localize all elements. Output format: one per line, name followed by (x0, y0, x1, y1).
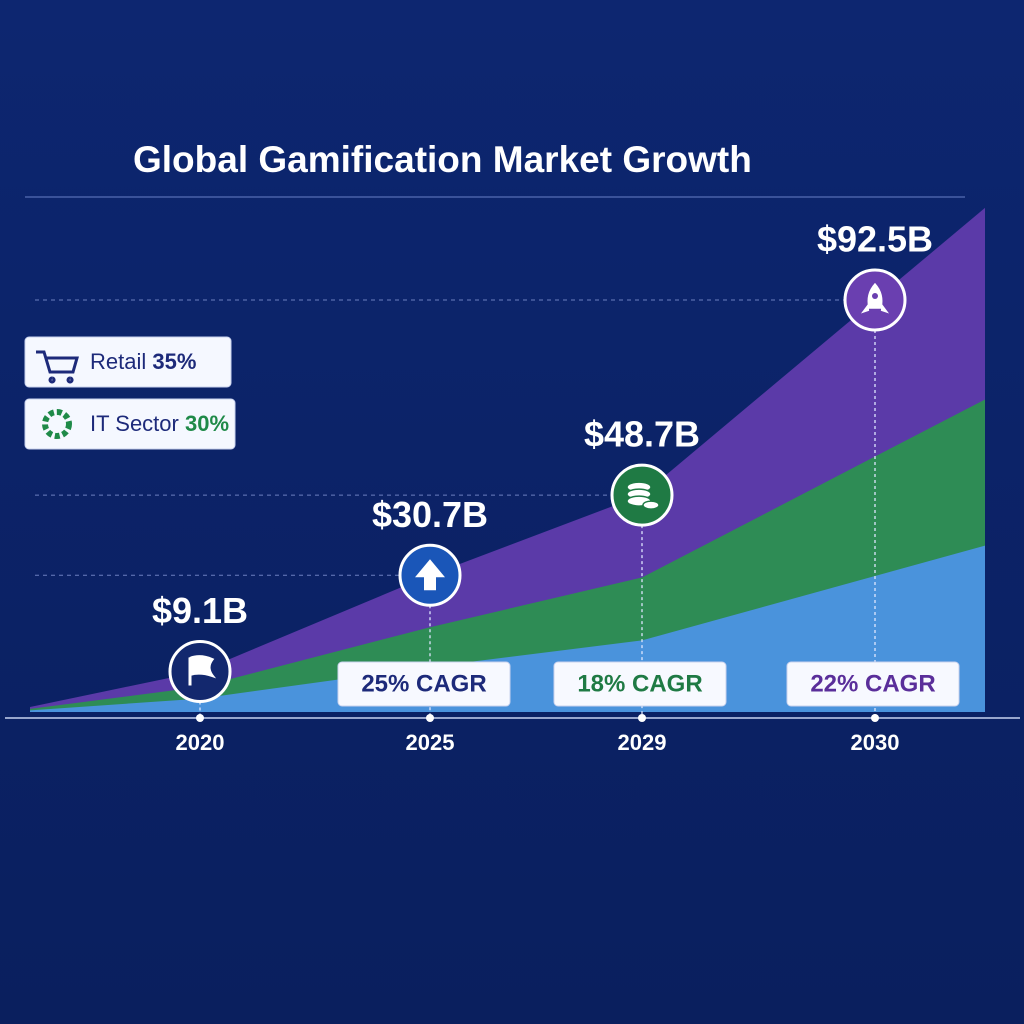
gear-icon (42, 409, 72, 439)
axis-dot (426, 714, 434, 722)
cagr-label: 22% CAGR (810, 670, 935, 697)
sector-label: IT Sector 30% (90, 411, 229, 436)
flag-icon (188, 655, 217, 686)
value-label: $9.1B (152, 590, 248, 631)
x-tick-label: 2025 (406, 730, 455, 755)
marker-icon (860, 282, 890, 314)
axis-dot (196, 714, 204, 722)
sector-name: Retail (90, 349, 146, 374)
coin-icon (642, 500, 660, 510)
sector-label: Retail 35% (90, 349, 196, 374)
cagr-badge (786, 661, 960, 707)
sector-badge (24, 336, 232, 388)
cart-icon (36, 350, 79, 384)
value-label: $92.5B (817, 219, 933, 260)
marker-icon (188, 655, 217, 686)
x-tick-label: 2030 (851, 730, 900, 755)
x-tick-label: 2020 (176, 730, 225, 755)
marker-icon (415, 559, 445, 591)
arrow-icon (415, 559, 445, 591)
sector-name: IT Sector (90, 411, 179, 436)
cagr-badge (553, 661, 727, 707)
marker-icon (626, 481, 660, 510)
rocket-window (872, 293, 878, 299)
sector-share: 35% (152, 349, 196, 374)
area-band (30, 545, 985, 712)
sector-share: 30% (185, 411, 229, 436)
x-tick-label: 2029 (618, 730, 667, 755)
value-label: $48.7B (584, 414, 700, 455)
cagr-label: 25% CAGR (361, 670, 486, 697)
cagr-badge (337, 661, 511, 707)
axis-dot (638, 714, 646, 722)
axis-dot (871, 714, 879, 722)
value-label: $30.7B (372, 494, 488, 535)
cagr-label: 18% CAGR (577, 670, 702, 697)
chart-title: Global Gamification Market Growth (133, 139, 752, 180)
sector-badge (24, 398, 236, 450)
